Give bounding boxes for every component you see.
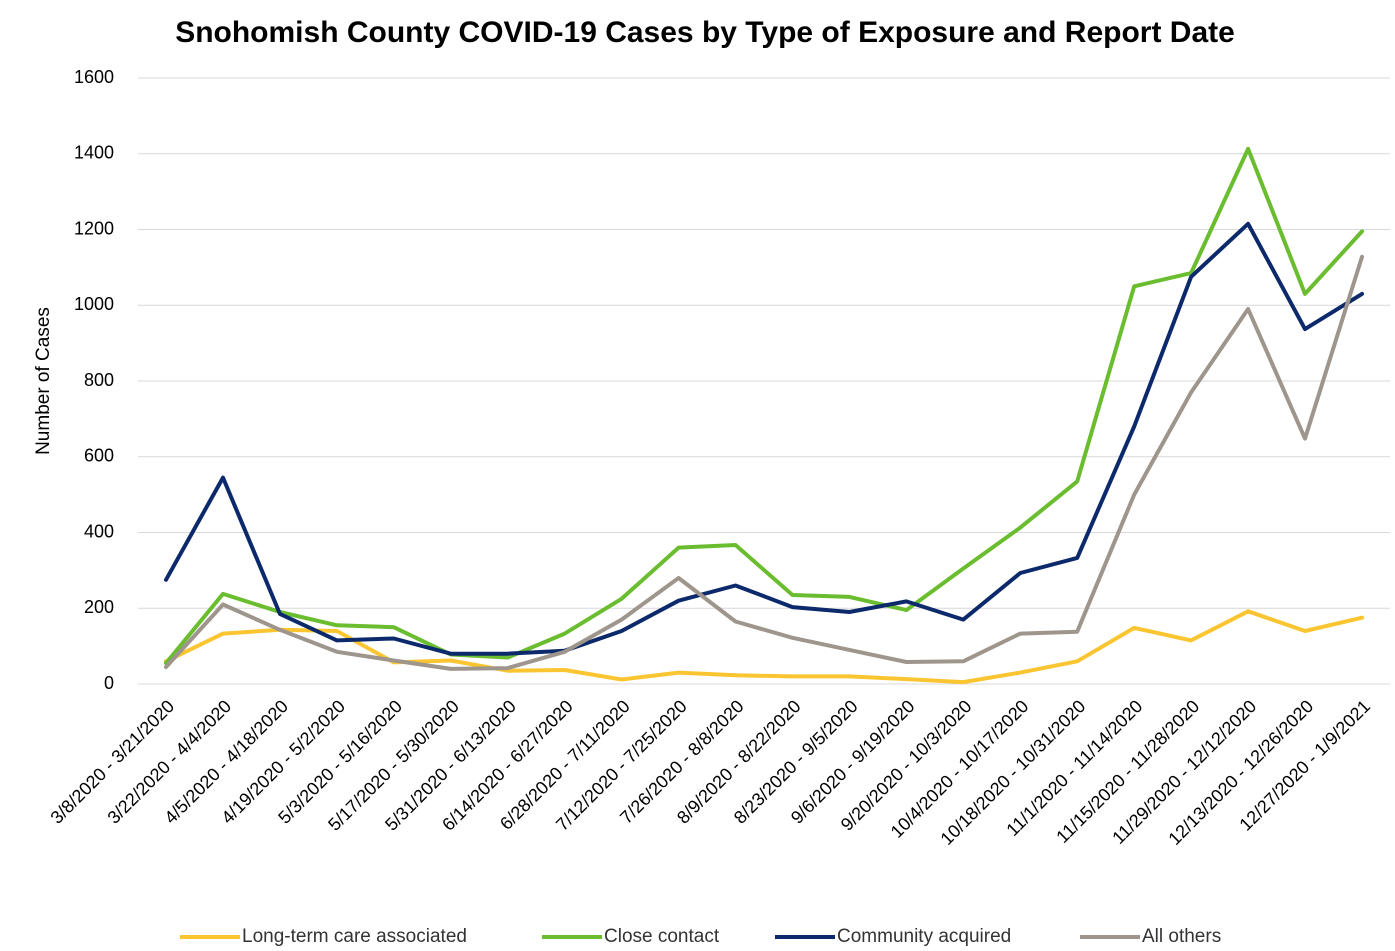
y-tick-label: 1600 <box>74 67 114 87</box>
y-tick-label: 200 <box>84 597 114 617</box>
series-line <box>164 609 1364 685</box>
series-line <box>164 254 1364 671</box>
y-tick-label: 1200 <box>74 218 114 238</box>
y-tick-label: 800 <box>84 370 114 390</box>
series-line <box>164 221 1364 656</box>
chart-title: Snohomish County COVID-19 Cases by Type … <box>175 16 1235 49</box>
y-axis-label: Number of Cases <box>33 307 54 455</box>
legend-label: All others <box>1142 926 1221 947</box>
legend-label: Close contact <box>604 926 720 947</box>
legend-label: Community acquired <box>837 926 1011 947</box>
y-tick-label: 400 <box>84 521 114 541</box>
series-line <box>164 146 1364 666</box>
y-tick-label: 0 <box>104 673 114 693</box>
legend-label: Long-term care associated <box>242 926 467 947</box>
y-tick-label: 1400 <box>74 143 114 163</box>
y-tick-label: 600 <box>84 446 114 466</box>
y-tick-label: 1000 <box>74 294 114 314</box>
